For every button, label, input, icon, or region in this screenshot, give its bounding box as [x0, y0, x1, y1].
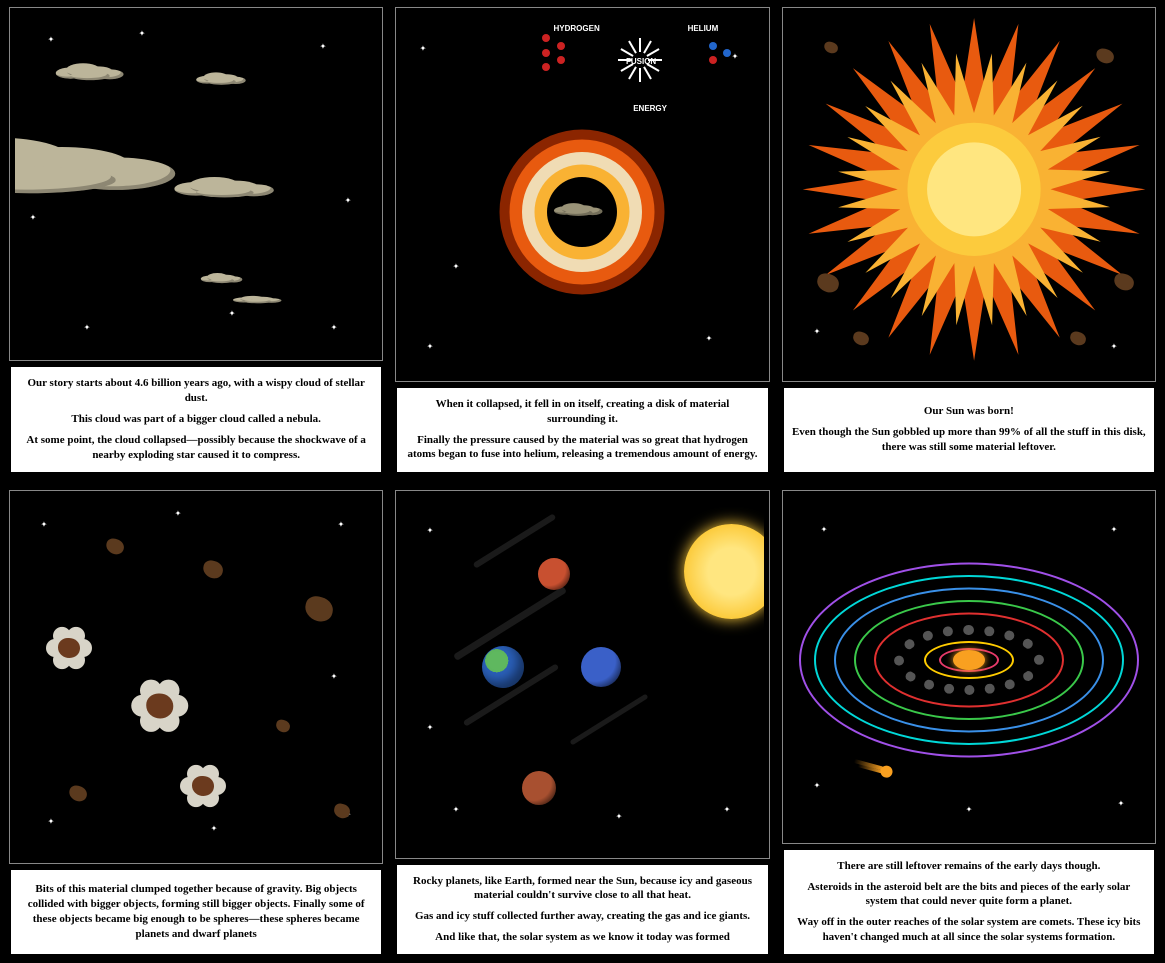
comet-icon: [852, 757, 894, 779]
star-icon: ✦: [427, 342, 434, 351]
hydrogen-atom-icon: [542, 34, 550, 42]
sun-icon: [953, 650, 985, 670]
panel-6-scene: ✦ ✦ ✦ ✦ ✦: [783, 491, 1155, 843]
star-icon: ✦: [48, 817, 55, 826]
planet-mercury: [538, 558, 570, 590]
star-icon: ✦: [427, 723, 434, 732]
panel-3-caption: Our Sun was born! Even though the Sun go…: [783, 387, 1155, 473]
hydrogen-atom-icon: [557, 56, 565, 64]
helium-atom-icon: [709, 56, 717, 64]
star-icon: ✦: [211, 825, 218, 834]
helium-atom-icon: [709, 42, 717, 50]
helium-atom-icon: [723, 49, 731, 57]
storyboard-grid: ✦✦✦✦✦✦✦✦ Our story starts about 4.6 bill…: [0, 0, 1165, 963]
panel-4: ✦✦✦✦✦✦✦ Bits of this material clumped to…: [10, 491, 382, 956]
fusion-ray-icon: [639, 68, 641, 82]
planet-earth: [482, 646, 524, 688]
planetesimal-icon: [49, 628, 89, 668]
panel-5-caption: Rocky planets, like Earth, formed near t…: [396, 864, 768, 955]
panel-4-scene: ✦✦✦✦✦✦✦: [10, 491, 382, 864]
asteroid-icon: [68, 783, 89, 802]
cloud-icon: [210, 274, 240, 286]
star-icon: ✦: [229, 310, 236, 319]
hydrogen-atom-icon: [542, 49, 550, 57]
star-icon: ✦: [706, 335, 713, 344]
star-icon: ✦: [1110, 525, 1117, 534]
star-icon: ✦: [452, 262, 459, 271]
asteroid-icon: [302, 594, 335, 624]
fusion-ray-icon: [648, 59, 662, 61]
star-icon: ✦: [615, 813, 622, 822]
cloud-icon: [207, 74, 243, 88]
star-icon: ✦: [338, 520, 345, 529]
star-icon: ✦: [30, 214, 37, 223]
panel-1: ✦ ✦ ✦ ✦ ✦ ✦ ✦ ✦ Our story starts about 4.6 bill…: [10, 8, 382, 473]
panel-6-caption: There are still leftover remains of the …: [783, 849, 1155, 955]
sun-icon: [788, 13, 1150, 376]
star-icon: ✦: [41, 520, 48, 529]
panel-5: ✦ ✦ ✦ ✦ ✦ Rocky planets, like Earth, formed …: [396, 491, 768, 956]
star-icon: ✦: [813, 782, 820, 791]
planetesimal-icon: [183, 766, 223, 806]
panel-2-caption: When it collapsed, it fell in on itself,…: [396, 387, 768, 473]
hydrogen-atom-icon: [557, 42, 565, 50]
cloud-icon: [244, 296, 279, 305]
star-icon: ✦: [175, 509, 182, 518]
star-icon: ✦: [724, 805, 731, 814]
panel-1-caption: Our story starts about 4.6 billion years…: [10, 366, 382, 472]
star-icon: ✦: [1118, 799, 1125, 808]
panel-2: ✦✦✦✦✦HYDROGENHELIUMFUSIONENERGY When it …: [396, 8, 768, 473]
fusion-ray-icon: [639, 38, 641, 52]
asteroid-icon: [275, 719, 292, 734]
panel-2-scene: ✦✦✦✦✦HYDROGENHELIUMFUSIONENERGY: [396, 8, 768, 381]
cloud-icon: [15, 144, 159, 210]
cloud-icon: [196, 179, 268, 203]
sun-icon: [684, 524, 764, 619]
star-icon: ✦: [452, 805, 459, 814]
panel-4-caption: Bits of this material clumped together b…: [10, 869, 382, 955]
star-icon: ✦: [48, 36, 55, 45]
asteroid-icon: [104, 537, 125, 556]
star-icon: ✦: [330, 672, 337, 681]
star-icon: ✦: [420, 45, 427, 54]
star-icon: ✦: [427, 527, 434, 536]
panel-6: ✦ ✦ ✦ ✦ ✦ There are still leftover remains o…: [783, 491, 1155, 956]
panel-3: ✦✦ Our Sun was born! Even though the Sun…: [783, 8, 1155, 473]
star-icon: ✦: [821, 525, 828, 534]
planet-mars: [522, 771, 556, 805]
label-energy: ENERGY: [633, 104, 667, 113]
planetesimal-icon: [135, 681, 185, 731]
fusion-ray-icon: [618, 59, 632, 61]
panel-3-scene: ✦✦: [783, 8, 1155, 381]
cloud-icon: [70, 65, 119, 85]
motion-streak: [570, 693, 649, 745]
cloud-icon: [565, 205, 600, 220]
star-icon: ✦: [965, 806, 972, 815]
asteroid-icon: [202, 558, 226, 580]
planet-neptune: [581, 647, 621, 687]
fusion-ray-icon: [644, 67, 653, 80]
panel-1-scene: ✦ ✦ ✦ ✦ ✦ ✦ ✦ ✦: [10, 8, 382, 360]
star-icon: ✦: [320, 43, 327, 52]
star-icon: ✦: [330, 323, 337, 332]
panel-5-scene: ✦ ✦ ✦ ✦ ✦: [396, 491, 768, 858]
fusion-ray-icon: [629, 67, 638, 80]
star-icon: ✦: [731, 52, 738, 61]
label-helium: HELIUM: [688, 24, 719, 33]
star-icon: ✦: [138, 29, 145, 38]
hydrogen-atom-icon: [542, 63, 550, 71]
label-hydrogen: HYDROGEN: [554, 24, 600, 33]
fusion-ray-icon: [629, 41, 638, 54]
star-icon: ✦: [84, 323, 91, 332]
star-icon: ✦: [345, 197, 352, 206]
